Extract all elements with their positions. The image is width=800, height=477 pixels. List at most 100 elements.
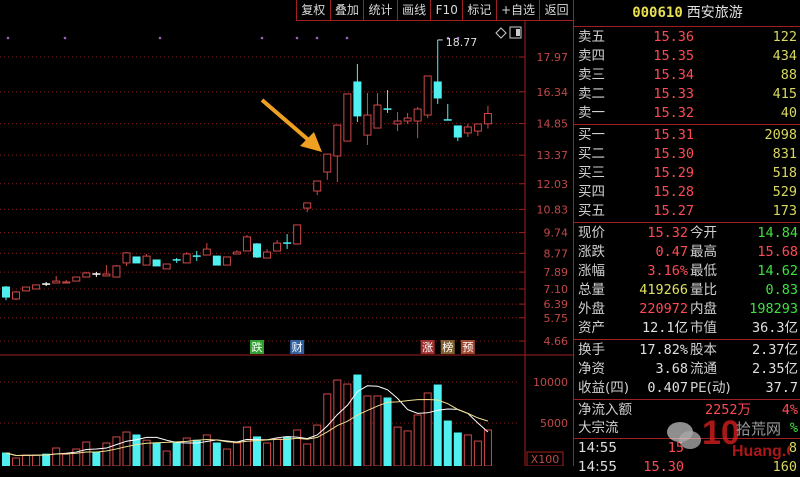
volume-bar[interactable] xyxy=(242,426,251,466)
volume-bar[interactable] xyxy=(483,429,492,466)
candle[interactable] xyxy=(403,117,412,122)
event-marker[interactable] xyxy=(290,340,305,354)
sell-order-row[interactable]: 卖三 15.34 88 xyxy=(574,66,800,85)
candle[interactable] xyxy=(363,114,372,136)
diamond-icon[interactable] xyxy=(495,27,507,39)
candle[interactable] xyxy=(463,126,472,134)
event-dot[interactable] xyxy=(345,36,349,40)
candle[interactable] xyxy=(22,286,31,292)
volume-bar[interactable] xyxy=(42,453,51,466)
volume-bar[interactable] xyxy=(102,442,111,466)
candle[interactable] xyxy=(152,259,161,267)
candle[interactable] xyxy=(293,224,302,245)
event-dot[interactable] xyxy=(456,36,460,40)
volume-bar[interactable] xyxy=(2,452,10,466)
candle[interactable] xyxy=(273,242,282,252)
candle[interactable] xyxy=(313,180,322,192)
candle[interactable] xyxy=(52,280,61,284)
toolbar-button[interactable]: 画线 xyxy=(396,0,431,20)
candle[interactable] xyxy=(242,236,251,252)
volume-bar[interactable] xyxy=(162,450,171,466)
candle[interactable] xyxy=(102,273,111,277)
volume-bar[interactable] xyxy=(403,430,412,466)
toolbar-button[interactable]: 复权 xyxy=(296,0,330,20)
kline-chart[interactable]: 17.97 16.34 14.85 13.37 12.03 10.83 9.74 8.77 7.… xyxy=(0,0,573,466)
buy-order-row[interactable]: 买二 15.30 831 xyxy=(574,145,800,164)
event-dot[interactable] xyxy=(260,36,264,40)
volume-bar[interactable] xyxy=(293,429,302,466)
sell-order-row[interactable]: 卖四 15.35 434 xyxy=(574,47,800,66)
toggle-panel-icon[interactable] xyxy=(509,26,522,39)
candle[interactable] xyxy=(393,120,402,125)
event-dot[interactable] xyxy=(158,36,162,40)
candle[interactable] xyxy=(122,252,131,264)
candle[interactable] xyxy=(142,255,151,266)
volume-bar[interactable] xyxy=(353,374,362,466)
candle[interactable] xyxy=(333,124,342,157)
volume-bar[interactable] xyxy=(423,392,432,466)
buy-order-row[interactable]: 买三 15.29 518 xyxy=(574,164,800,183)
sell-order-row[interactable]: 卖五 15.36 122 xyxy=(574,28,800,47)
volume-bar[interactable] xyxy=(333,379,342,466)
candle[interactable] xyxy=(453,125,462,138)
volume-bar[interactable] xyxy=(182,437,191,466)
candle[interactable] xyxy=(212,255,221,266)
candle[interactable] xyxy=(303,202,312,209)
event-dot[interactable] xyxy=(6,36,10,40)
event-dot[interactable] xyxy=(446,36,450,40)
candle[interactable] xyxy=(72,276,81,282)
candle[interactable] xyxy=(32,284,41,290)
candle[interactable] xyxy=(253,243,261,258)
volume-bar[interactable] xyxy=(463,434,472,466)
candle[interactable] xyxy=(263,251,272,259)
event-marker[interactable] xyxy=(420,340,435,354)
volume-bar[interactable] xyxy=(283,436,292,466)
volume-bar[interactable] xyxy=(222,448,231,466)
candle[interactable] xyxy=(12,291,21,300)
volume-bar[interactable] xyxy=(433,384,442,466)
buy-order-row[interactable]: 买四 15.28 529 xyxy=(574,183,800,202)
volume-bar[interactable] xyxy=(363,395,372,466)
volume-bar[interactable] xyxy=(22,454,31,466)
toolbar-button[interactable]: F10 xyxy=(430,0,462,20)
candle[interactable] xyxy=(132,256,141,264)
candle[interactable] xyxy=(232,251,241,255)
volume-bar[interactable] xyxy=(142,439,151,466)
toolbar-button[interactable]: 标记 xyxy=(462,0,496,20)
volume-bar[interactable] xyxy=(413,414,422,466)
buy-order-row[interactable]: 买五 15.27 173 xyxy=(574,202,800,221)
volume-bar[interactable] xyxy=(52,447,61,466)
volume-bar[interactable] xyxy=(82,441,91,466)
candle[interactable] xyxy=(423,75,432,116)
event-dot[interactable] xyxy=(295,36,299,40)
event-marker[interactable] xyxy=(440,340,455,354)
volume-bar[interactable] xyxy=(453,432,462,466)
candle[interactable] xyxy=(373,104,382,129)
candle[interactable] xyxy=(222,256,231,266)
sell-order-row[interactable]: 卖二 15.33 415 xyxy=(574,85,800,104)
volume-bar[interactable] xyxy=(172,442,181,466)
toolbar-button[interactable]: +自选 xyxy=(495,0,540,20)
volume-bar[interactable] xyxy=(122,431,131,466)
volume-bar[interactable] xyxy=(12,457,21,466)
candle[interactable] xyxy=(473,123,482,132)
volume-bar[interactable] xyxy=(232,442,241,466)
candle[interactable] xyxy=(162,263,171,270)
volume-bar[interactable] xyxy=(212,442,221,466)
volume-bar[interactable] xyxy=(393,426,402,466)
volume-bar[interactable] xyxy=(443,420,452,466)
event-marker[interactable] xyxy=(250,340,264,354)
candle[interactable] xyxy=(343,93,352,142)
toolbar-button[interactable]: 叠加 xyxy=(329,0,364,20)
volume-bar[interactable] xyxy=(313,424,322,466)
candle[interactable] xyxy=(2,286,10,298)
volume-bar[interactable] xyxy=(263,442,272,466)
volume-bar[interactable] xyxy=(303,443,312,466)
volume-bar[interactable] xyxy=(253,436,261,466)
volume-bar[interactable] xyxy=(473,440,482,466)
volume-bar[interactable] xyxy=(373,395,382,466)
volume-bar[interactable] xyxy=(32,454,41,466)
volume-bar[interactable] xyxy=(192,439,201,466)
candle[interactable] xyxy=(483,113,492,125)
toolbar-button[interactable]: 返回 xyxy=(539,0,573,20)
